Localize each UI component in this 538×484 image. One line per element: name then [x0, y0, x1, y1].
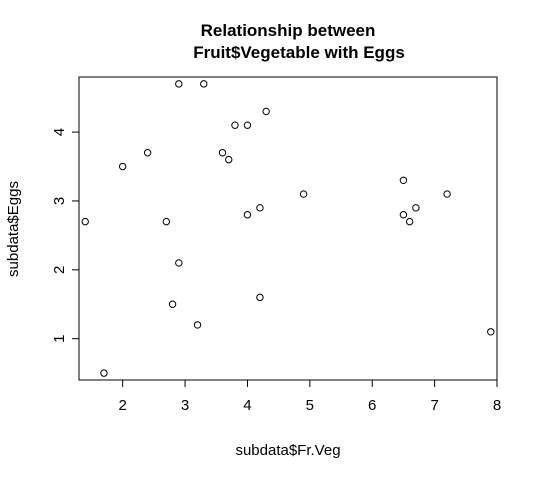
plot-frame — [78, 76, 498, 381]
data-point — [243, 211, 252, 219]
data-point — [143, 149, 152, 157]
y-tick-label: 1 — [51, 335, 68, 343]
chart-title-line-1: Relationship between — [201, 21, 376, 40]
data-point — [399, 176, 408, 184]
x-axis: 2 3 4 5 6 7 8 — [118, 379, 501, 414]
data-point — [168, 300, 177, 308]
data-point — [487, 328, 495, 336]
data-point — [175, 259, 183, 267]
data-point — [200, 80, 208, 88]
x-tick-label: 7 — [430, 397, 438, 414]
x-tick-label: 4 — [243, 397, 251, 414]
x-tick-label: 3 — [181, 397, 189, 414]
x-tick-label: 2 — [118, 397, 126, 414]
chart-title-line-2: Fruit$Vegetable with Eggs — [193, 43, 405, 62]
y-axis: 1 2 3 4 — [51, 128, 80, 343]
data-point — [243, 121, 252, 129]
data-point — [218, 149, 227, 157]
x-axis-label: subdata$Fr.Veg — [235, 442, 340, 459]
data-point — [299, 190, 308, 198]
y-tick-label: 3 — [51, 197, 68, 205]
data-point — [118, 162, 127, 171]
data-point — [262, 107, 270, 116]
data-point — [405, 217, 414, 226]
data-point — [256, 293, 264, 302]
data-point — [225, 155, 233, 164]
data-point — [100, 369, 108, 377]
data-point — [399, 211, 408, 219]
y-axis-label: subdata$Eggs — [5, 181, 22, 277]
data-point — [193, 321, 202, 329]
data-point — [412, 204, 420, 212]
data-points — [81, 80, 495, 377]
x-tick-label: 5 — [306, 397, 314, 414]
data-point — [443, 190, 451, 198]
data-point — [175, 80, 183, 88]
x-tick-label: 6 — [368, 397, 376, 414]
y-tick-label: 4 — [51, 128, 68, 136]
data-point — [256, 204, 264, 212]
data-point — [81, 217, 89, 226]
x-tick-label: 8 — [493, 397, 501, 414]
data-point — [231, 121, 239, 129]
y-tick-label: 2 — [51, 266, 68, 274]
data-point — [162, 217, 171, 226]
